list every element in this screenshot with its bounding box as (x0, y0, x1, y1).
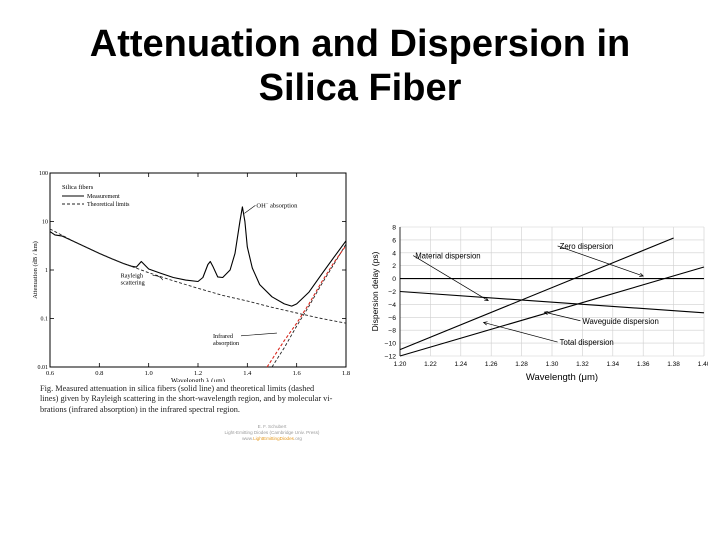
y-tick-label: 2 (392, 263, 396, 270)
x-tick-label: 1.40 (698, 361, 708, 368)
annotation-arrow (240, 332, 277, 337)
series-line (266, 245, 347, 368)
annotation-arrow (152, 275, 163, 281)
annotation-label: Waveguide dispersion (582, 317, 658, 326)
annotation-oh-absorption: OH− absorption (256, 200, 298, 209)
y-tick-label: −4 (388, 302, 396, 309)
series-line (399, 237, 674, 351)
y-tick-label: −6 (388, 315, 396, 322)
caption-line: lines) given by Rayleigh scattering in t… (40, 394, 333, 404)
y-tick-label: 4 (392, 250, 396, 257)
series-line (399, 290, 705, 314)
annotation-leader (483, 322, 558, 343)
y-tick-label: 1 (45, 268, 48, 274)
y-tick-label: −8 (388, 328, 396, 335)
annotation-arrowhead (639, 272, 644, 277)
credit-url-name: LightEmittingDiodes (253, 436, 294, 441)
y-tick-label: 0 (392, 276, 396, 283)
x-tick-label: 1.36 (637, 361, 650, 368)
y-tick-label: 0.01 (38, 365, 49, 371)
series-line (49, 206, 347, 307)
annotation-leader (413, 255, 489, 301)
x-tick-label: 1.24 (454, 361, 467, 368)
y-axis-label: Attenuation (dB / km) (32, 241, 39, 299)
attenuation-chart: 0.6 0.8 1.0 1.2 1.4 1.6 1.8 100 10 1 0.1 0.01 Wavele… (32, 171, 350, 382)
x-tick-label: 1.4 (243, 370, 252, 377)
y-tick-label: 8 (392, 225, 396, 232)
x-tick-label: 1.2 (194, 370, 202, 377)
y-tick-label: 100 (39, 171, 48, 177)
legend-item: Theoretical limits (87, 202, 130, 208)
caption-line: brations (infrared absorption) in the in… (40, 404, 240, 414)
x-tick-label: 1.22 (424, 361, 437, 368)
credit-url[interactable]: www.LightEmittingDiodes.org (222, 436, 322, 442)
credit-url-suffix: .org (293, 436, 302, 441)
dispersion-chart: 1.20 1.22 1.24 1.26 1.28 1.30 1.32 1.34 1.36 1.38… (370, 225, 708, 384)
credit-author: E. F. Schubert (257, 424, 287, 429)
x-tick-label: 0.6 (46, 370, 55, 377)
x-tick-label: 1.32 (576, 361, 589, 368)
annotation-infrared: absorption (213, 340, 239, 347)
x-tick-label: 0.8 (95, 370, 103, 377)
credit-book: Light-Emitting Diodes (Cambridge Univ. P… (224, 430, 320, 435)
annotation-arrowhead (482, 321, 488, 326)
annotation-leader (544, 311, 581, 322)
y-tick-label: 0.1 (41, 317, 49, 323)
slide-title-line-1: Attenuation and Dispersion in (89, 23, 631, 65)
y-tick-label: 6 (392, 237, 396, 244)
y-axis-label: Dispersion delay (ps) (370, 251, 380, 331)
y-tick-label: −10 (384, 341, 396, 348)
credit-url-prefix: www. (242, 436, 254, 441)
x-tick-label: 1.34 (606, 361, 619, 368)
figure-caption: Fig. Measured attenuation in silica fibe… (40, 384, 370, 415)
annotation-arrow (244, 205, 256, 214)
y-tick-label: 10 (42, 220, 48, 226)
x-tick-label: 1.30 (546, 361, 559, 368)
series-line (399, 266, 705, 357)
series-line (271, 243, 347, 368)
annotation-arrowhead (543, 310, 549, 315)
x-tick-label: 1.0 (145, 370, 153, 377)
x-tick-label: 1.6 (293, 370, 302, 377)
x-tick-label: 1.38 (667, 361, 680, 368)
annotation-label: Zero dispersion (560, 242, 614, 251)
annotation-leader (557, 245, 644, 277)
x-axis-label: Wavelength λ (μm) (171, 377, 226, 382)
annotation-label: Material dispersion (415, 252, 480, 261)
caption-line: Fig. Measured attenuation in silica fibe… (40, 384, 315, 393)
legend-title: Silica fibers (62, 184, 94, 191)
annotation-label: Total dispersion (560, 338, 614, 347)
x-tick-label: 1.26 (485, 361, 498, 368)
annotation-arrowhead (484, 296, 489, 301)
slide-title-line-2: Silica Fiber (258, 67, 462, 109)
x-axis-label: Wavelength (μm) (526, 372, 598, 383)
annotation-rayleigh: scattering (121, 280, 145, 287)
legend-item: Measurement (87, 194, 120, 200)
y-tick-label: −12 (384, 354, 396, 361)
annotation-infrared: Infrared (213, 333, 234, 340)
credit-block: E. F. Schubert Light-Emitting Diodes (Ca… (222, 424, 322, 442)
x-tick-label: 1.8 (342, 370, 350, 377)
slide-title: Attenuation and Dispersion in Silica Fib… (0, 22, 720, 110)
y-tick-label: −2 (388, 289, 396, 296)
series-line (49, 228, 347, 324)
x-tick-label: 1.20 (394, 361, 407, 368)
x-tick-label: 1.28 (515, 361, 528, 368)
annotation-rayleigh: Rayleigh (121, 273, 144, 280)
